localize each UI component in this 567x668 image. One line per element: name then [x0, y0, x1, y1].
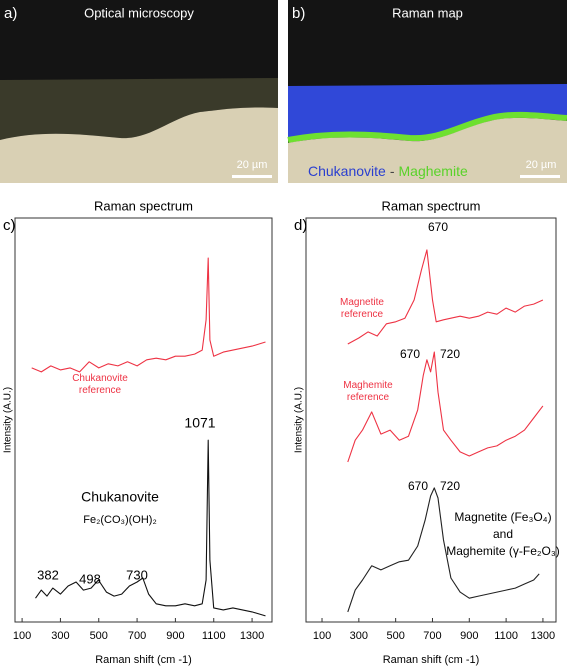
micrograph-a	[0, 0, 278, 183]
map-legend: Chukanovite - Maghemite	[308, 163, 468, 179]
annotation: 670	[428, 220, 448, 234]
x-tick-label: 100	[313, 630, 331, 642]
annotation: 382	[37, 567, 59, 582]
x-tick-label: 700	[128, 630, 146, 642]
scale-bar-label: 20 µm	[526, 159, 557, 171]
x-tick-label: 700	[423, 630, 441, 642]
spectrum-line	[347, 249, 544, 345]
panel-title: Raman map	[392, 5, 463, 20]
annotation: 720	[440, 479, 460, 493]
x-tick-label: 900	[166, 630, 184, 642]
annotation: 720	[440, 347, 460, 361]
panel-label: b)	[292, 5, 305, 22]
annotation: Fe₂(CO₃)(OH)₂	[83, 514, 157, 526]
spectrum-line	[35, 439, 266, 617]
spectrum-line	[31, 257, 266, 373]
annotation: Maghemite (γ-Fe₂O₃)	[446, 544, 560, 558]
plot-frame	[305, 217, 557, 623]
y-axis-label: Intensity (A.U.)	[3, 387, 14, 453]
x-tick-label: 900	[460, 630, 478, 642]
annotation: and	[493, 527, 513, 541]
chart-title: Raman spectrum	[94, 198, 193, 213]
x-tick-label: 1300	[240, 630, 264, 642]
x-tick-label: 500	[90, 630, 108, 642]
annotation: 670	[408, 479, 428, 493]
x-tick-label: 1100	[494, 630, 518, 642]
x-tick-label: 300	[51, 630, 69, 642]
annotation: 730	[126, 567, 148, 582]
x-tick-label: 100	[13, 630, 31, 642]
annotation: Magnetite (Fe₃O₄)	[454, 510, 551, 524]
x-tick-label: 500	[386, 630, 404, 642]
legend-entry: Maghemite	[399, 163, 468, 179]
panel-label: c)	[3, 217, 16, 234]
spectrum-line	[347, 351, 544, 463]
plot-frame	[14, 217, 273, 623]
panel-label: d)	[294, 217, 307, 234]
panel-title: Optical microscopy	[84, 5, 194, 20]
x-tick-label: 1100	[202, 630, 226, 642]
x-tick-label: 300	[350, 630, 368, 642]
legend-entry: -	[390, 163, 395, 179]
series-label: Maghemite reference	[343, 380, 393, 403]
chart-title: Raman spectrum	[382, 198, 481, 213]
panel-label: a)	[4, 5, 17, 22]
series-label: Chukanovite reference	[72, 373, 128, 396]
y-axis-label: Intensity (A.U.)	[294, 387, 305, 453]
annotation: 1071	[184, 415, 215, 431]
scale-bar-label: 20 µm	[237, 159, 268, 171]
legend-entry: Chukanovite	[308, 163, 386, 179]
x-axis-label: Raman shift (cm -1)	[383, 654, 480, 666]
annotation: Chukanovite	[81, 489, 159, 505]
x-axis-label: Raman shift (cm -1)	[95, 654, 192, 666]
x-tick-label: 1300	[531, 630, 555, 642]
annotation: 498	[79, 571, 101, 586]
raman-map-b	[287, 0, 567, 183]
spectrum-line	[347, 487, 540, 613]
annotation: 670	[400, 347, 420, 361]
series-label: Magnetite reference	[340, 297, 384, 320]
